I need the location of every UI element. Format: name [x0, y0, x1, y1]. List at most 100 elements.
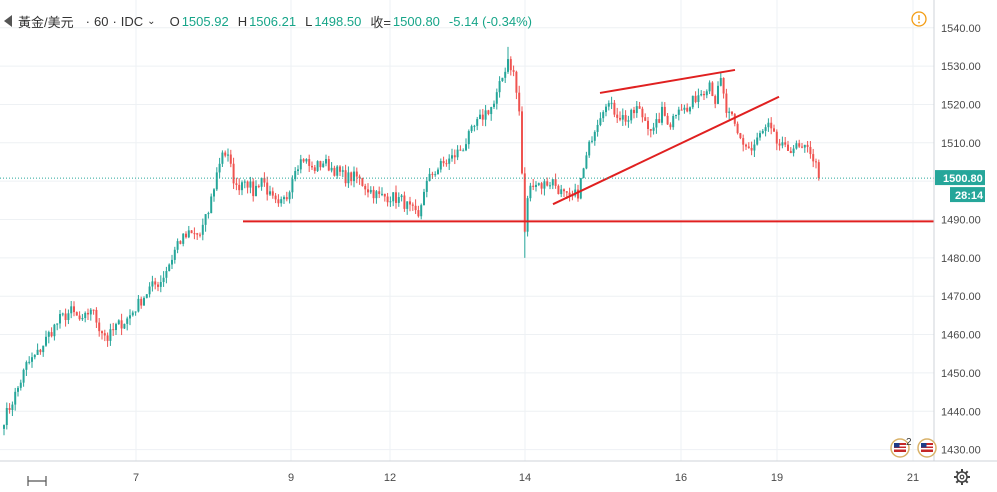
candle-body: [263, 177, 266, 183]
candle-body: [770, 122, 773, 129]
candle-body: [750, 147, 753, 151]
candle-body: [507, 59, 509, 72]
candle-body: [137, 298, 140, 312]
candle-body: [647, 120, 649, 130]
candle-body: [453, 155, 456, 158]
candle-body: [106, 335, 109, 341]
candle-body: [593, 131, 596, 141]
candle-body: [316, 161, 319, 171]
interval-label[interactable]: 60: [93, 13, 109, 29]
alert-circle-icon[interactable]: [911, 11, 927, 27]
candle-body: [551, 179, 554, 186]
us-flag-icon[interactable]: [890, 438, 910, 458]
candle-body: [613, 102, 616, 115]
last-price-tag: 1500.80 28:14: [935, 170, 985, 203]
candle-body: [67, 313, 70, 321]
candle-body: [543, 181, 546, 189]
us-flag-icon[interactable]: [917, 438, 937, 458]
candle-body: [260, 177, 263, 187]
candle-body: [87, 312, 89, 315]
open-label: O: [169, 13, 180, 29]
candle-body: [19, 382, 22, 388]
candle-body: [367, 189, 369, 193]
candle-body: [498, 81, 501, 93]
measure-tool-icon[interactable]: [25, 471, 47, 492]
candle-body: [747, 146, 750, 148]
candle-body: [355, 171, 358, 177]
time-tick-label: 16: [675, 472, 687, 484]
candle-body: [675, 114, 677, 116]
candle-body: [75, 312, 78, 316]
candle-body: [535, 184, 537, 187]
time-tick-label: 19: [771, 472, 783, 484]
candle-body: [554, 179, 557, 186]
candle-body: [148, 286, 151, 295]
price-axis[interactable]: [934, 0, 997, 461]
candle-body: [157, 284, 159, 287]
candle-body: [719, 78, 722, 86]
candle-body: [313, 167, 316, 171]
candle-body: [294, 171, 297, 180]
open-value: 1505.92: [181, 13, 229, 29]
price-tick-label: 1520.00: [941, 99, 981, 111]
candle-body: [459, 149, 462, 151]
candle-body: [221, 152, 224, 164]
symbol-name[interactable]: 黃金/美元: [18, 14, 74, 30]
gear-icon[interactable]: [954, 469, 970, 485]
candle-body: [672, 115, 675, 128]
candle-body: [308, 159, 311, 166]
candle-body: [36, 349, 39, 355]
candle-body: [389, 201, 392, 203]
candle-body: [176, 241, 179, 250]
candle-body: [25, 362, 28, 370]
candle-body: [98, 322, 101, 332]
time-axis[interactable]: [0, 461, 997, 492]
candle-body: [238, 184, 241, 191]
candle-body: [756, 137, 759, 145]
trendline-drawings[interactable]: [243, 68, 934, 223]
candle-body: [201, 224, 204, 235]
candle-body: [582, 168, 585, 178]
candle-body: [227, 154, 229, 156]
candle-body: [73, 306, 75, 313]
candle-body: [358, 176, 361, 178]
candle-body: [249, 181, 252, 188]
candle-body: [666, 115, 669, 125]
price-tick-label: 1510.00: [941, 138, 981, 150]
candle-body: [658, 119, 661, 123]
candle-body: [445, 163, 448, 165]
chevron-down-icon[interactable]: ⌄: [147, 15, 156, 27]
candle-body: [235, 183, 238, 185]
candle-body: [28, 361, 31, 363]
candle-body: [131, 312, 134, 316]
candle-body: [81, 317, 84, 320]
candle-body: [333, 167, 336, 176]
candle-body: [607, 103, 610, 107]
candle-body: [437, 169, 439, 175]
candle-body: [61, 313, 64, 315]
candle-body: [190, 230, 193, 234]
candle-body: [414, 205, 417, 211]
candle-body: [274, 195, 277, 200]
candle-body: [302, 159, 305, 162]
candle-body: [162, 277, 165, 283]
candle-body: [123, 323, 126, 329]
candle-body: [568, 192, 571, 196]
candle-body: [182, 233, 185, 244]
candle-body: [241, 182, 243, 191]
candle-body: [64, 313, 67, 321]
candle-body: [465, 144, 467, 151]
close-value: 1500.80: [392, 13, 440, 29]
candle-body: [579, 177, 582, 199]
candle-body: [325, 159, 327, 164]
candle-body: [731, 111, 733, 115]
candle-body: [70, 306, 73, 314]
candle-body: [619, 117, 621, 120]
candle-body: [481, 114, 484, 120]
candle-body: [420, 205, 423, 217]
candle-body: [711, 82, 714, 97]
candle-body: [733, 114, 736, 124]
upper-wedge-line: [599, 68, 736, 94]
candle-body: [134, 311, 137, 313]
